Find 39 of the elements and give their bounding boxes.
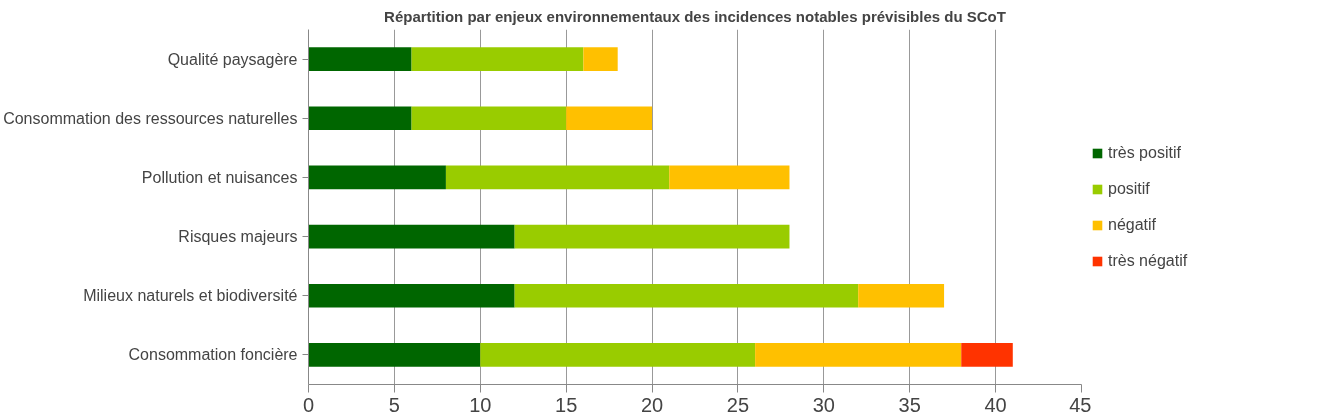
x-tick-label: 20 <box>640 393 664 414</box>
bar <box>308 224 515 249</box>
bar <box>411 47 584 71</box>
y-tick-label: Milieux naturels et biodiversité <box>83 287 298 305</box>
chart-title: Répartition par enjeux environnementaux des incidences notables prévisibles du SCoT <box>384 7 1006 25</box>
bar <box>445 165 670 190</box>
bar <box>308 106 412 131</box>
bar <box>411 106 567 131</box>
y-tick-label: Qualité paysagère <box>167 50 298 68</box>
x-tick-label: 10 <box>469 393 492 414</box>
legend-label: positif <box>1108 179 1150 198</box>
y-tick-label: Risques majeurs <box>178 228 298 246</box>
bar <box>566 106 653 131</box>
legend-label: très positif <box>1108 143 1181 162</box>
bar <box>308 165 446 190</box>
y-tick-label: Consommation des ressources naturelles <box>3 109 298 127</box>
bar <box>858 283 945 308</box>
bar <box>583 47 618 71</box>
bar <box>514 283 859 308</box>
x-tick-label: 5 <box>388 393 400 414</box>
bar <box>514 224 790 249</box>
bar <box>961 343 1013 367</box>
x-tick-label: 45 <box>1069 393 1092 414</box>
legend-label: négatif <box>1108 215 1157 234</box>
x-tick-label: 40 <box>984 393 1007 414</box>
bar <box>308 343 481 367</box>
y-tick-label: Pollution et nuisances <box>141 168 298 186</box>
bar <box>480 343 756 367</box>
bar <box>755 343 962 367</box>
x-tick-label: 30 <box>812 393 835 414</box>
bar <box>308 47 412 71</box>
x-tick-label: 35 <box>898 393 921 414</box>
x-tick-label: 15 <box>555 393 578 414</box>
legend-label: très négatif <box>1108 251 1188 270</box>
bar <box>669 165 790 190</box>
x-tick-label: 25 <box>726 393 750 414</box>
y-tick-label: Consommation foncière <box>128 346 298 364</box>
bar <box>308 283 515 308</box>
x-tick-label: 0 <box>302 393 315 414</box>
